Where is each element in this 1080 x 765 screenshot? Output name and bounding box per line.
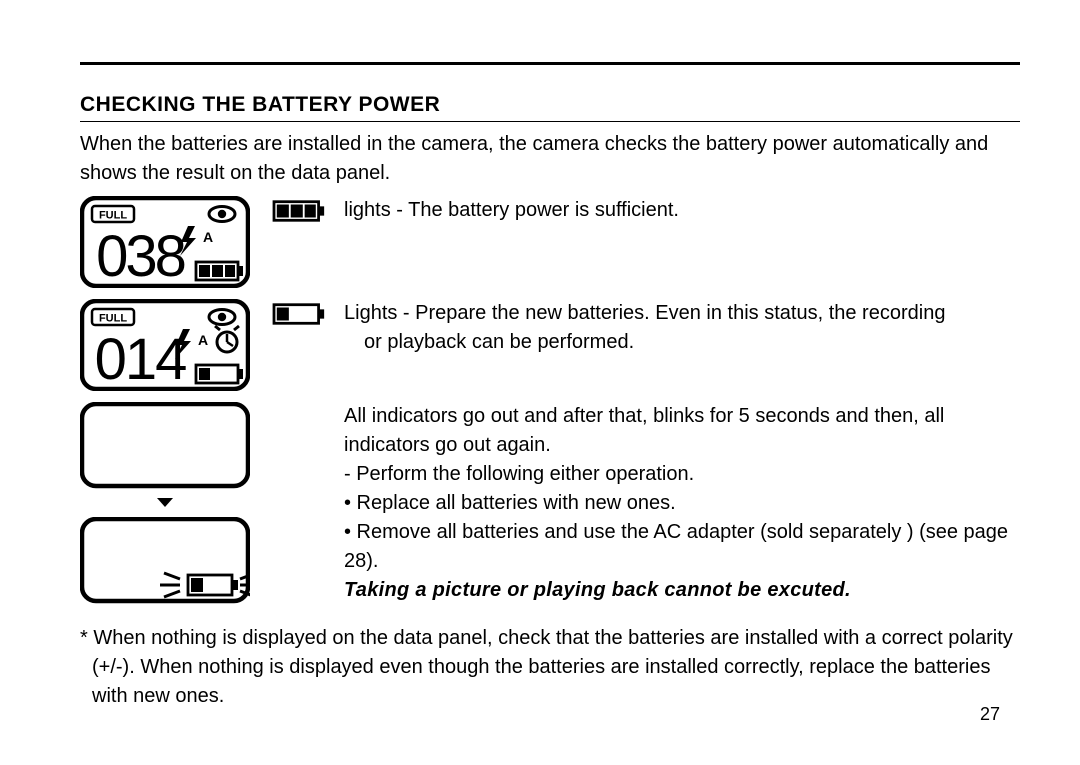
footnote-text: * When nothing is displayed on the data … <box>80 624 1020 711</box>
section-title: CHECKING THE BATTERY POWER <box>80 93 1020 122</box>
status-full-row: FULL A 038 <box>80 196 1020 293</box>
digits-low: 014 <box>95 327 187 391</box>
status-empty-text: All indicators go out and after that, bl… <box>272 402 1020 605</box>
arrow-down-icon <box>156 496 174 514</box>
lcd-panel-blink <box>80 517 250 610</box>
status-empty-row: All indicators go out and after that, bl… <box>80 402 1020 610</box>
status-low-row: FULL A 014 <box>80 299 1020 396</box>
status-low-text: Lights - Prepare the new batteries. Even… <box>344 299 945 357</box>
status-full-text: lights - The battery power is sufficient… <box>344 196 679 225</box>
svg-text:A: A <box>198 332 208 348</box>
full-badge-text: FULL <box>99 210 127 222</box>
lcd-panel-blank <box>80 402 250 495</box>
page-number: 27 <box>980 704 1000 725</box>
battery-low-icon <box>196 365 243 383</box>
top-rule <box>80 62 1020 65</box>
lcd-panel-low: FULL A 014 <box>80 299 250 396</box>
lcd-panel-full: FULL A 038 <box>80 196 250 293</box>
battery-indicator-full-icon <box>272 196 328 229</box>
digits-full: 038 <box>96 224 185 288</box>
battery-indicator-low-icon <box>272 299 328 332</box>
svg-text:FULL: FULL <box>99 313 127 325</box>
battery-full-icon <box>196 262 243 280</box>
manual-page: CHECKING THE BATTERY POWER When the batt… <box>0 0 1080 765</box>
svg-text:A: A <box>203 229 213 245</box>
intro-text: When the batteries are installed in the … <box>80 130 1020 188</box>
warning-text: Taking a picture or playing back cannot … <box>344 576 1020 605</box>
